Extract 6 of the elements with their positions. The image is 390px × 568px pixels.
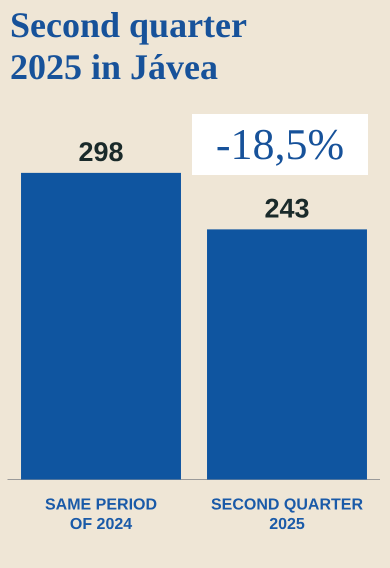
data-label: 243 — [264, 193, 310, 224]
chart-title: Second quarter 2025 in Jávea — [10, 4, 248, 88]
text: -18,5% — [192, 114, 368, 175]
x-tick-label: SECOND QUARTER 2025 — [210, 496, 364, 533]
data-label: 298 — [78, 136, 124, 167]
x-tick-label: SAME PERIOD OF 2024 — [44, 496, 158, 533]
